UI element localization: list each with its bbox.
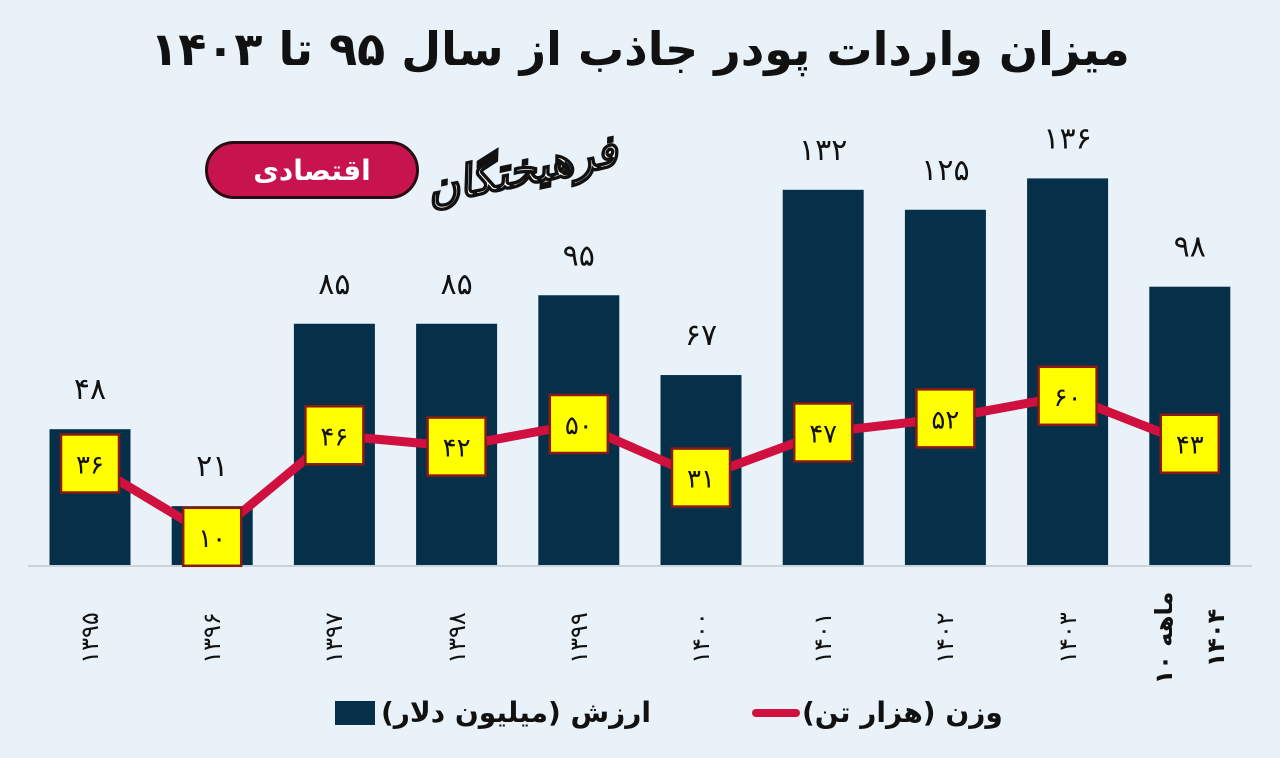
weight-value-label: ۶۰	[1054, 383, 1082, 413]
weight-marker	[915, 388, 976, 449]
x-axis-label: ۱۴۰۲	[931, 612, 960, 664]
legend-label-value: ارزش (میلیون دلار)	[381, 696, 651, 729]
weight-markers: ۳۶ ۱۰ ۴۶ ۴۲ ۵۰ ۳۱ ۴۷ ۵۲ ۶۰ ۴۳	[59, 365, 1221, 568]
bar	[782, 189, 864, 567]
bar-value-label: ۸۵	[318, 267, 350, 302]
weight-value-label: ۴۷	[809, 419, 837, 449]
bar-value-label: ۹۸	[1174, 230, 1206, 265]
x-axis-label: ۱۳۹۹	[564, 612, 593, 664]
bar-value-label: ۲۱	[196, 449, 228, 484]
x-axis-label: ۱۳۹۷	[320, 612, 349, 664]
weight-value-label: ۱۰	[198, 524, 226, 554]
bar-value-label: ۴۸	[74, 372, 106, 407]
weight-marker	[1037, 365, 1098, 427]
legend-label-weight: وزن (هزار تن)	[802, 696, 1003, 729]
x-axis-label: ۱۳۹۶	[198, 612, 227, 664]
weight-marker	[426, 416, 487, 477]
weight-value-label: ۴۶	[320, 422, 348, 452]
brand-header: اقتصادی فرهیختگان	[205, 124, 623, 216]
bar-value-label: ۱۳۲	[799, 133, 847, 168]
weight-line	[85, 391, 1195, 542]
chart-title: میزان واردات پودر جاذب از سال ۹۵ تا ۱۴۰۳	[150, 22, 1130, 76]
weight-marker	[1159, 413, 1221, 474]
bar	[904, 209, 986, 566]
bar-value-label: ۶۷	[685, 318, 717, 353]
x-axis-label: ۱۳۹۸	[442, 612, 471, 664]
section-pill: اقتصادی	[205, 141, 419, 199]
legend: ارزش (میلیون دلار) وزن (هزار تن)	[0, 696, 1280, 736]
weight-marker	[670, 447, 732, 508]
chart-plot: ۴۸ ۲۱ ۸۵ ۸۵ ۹۵ ۶۷ ۱۳۲ ۱۲۵ ۱۳۶ ۹۸ ۳۶ ۱۰ ۴۶ ۴۲ ۵۰ ۳۱ ۴۷ ۵۲…	[28, 121, 1252, 568]
x-axis-label: ۱۴۰۰	[687, 612, 715, 664]
bar-value-label: ۱۲۵	[921, 153, 969, 188]
weight-value-label: ۵۰	[565, 411, 593, 441]
weight-marker	[548, 393, 610, 455]
bar-value-label: ۹۵	[563, 238, 595, 273]
x-axis-label: ۱۴۰۱	[809, 612, 838, 664]
weight-value-label: ۴۳	[1176, 431, 1204, 461]
bar-value-labels: ۴۸ ۲۱ ۸۵ ۸۵ ۹۵ ۶۷ ۱۳۲ ۱۲۵ ۱۳۶ ۹۸	[74, 121, 1206, 484]
x-axis-label: ۱۳۹۵	[76, 612, 104, 664]
weight-marker	[792, 402, 854, 463]
bar-value-label: ۸۵	[440, 267, 472, 302]
weight-value-label: ۳۱	[687, 465, 715, 495]
x-axis-label: ۱۰ ماهه ۱۴۰۴	[1149, 591, 1230, 685]
weight-value-label: ۵۲	[931, 405, 959, 435]
line-swatch-icon	[752, 708, 800, 717]
weight-marker	[304, 405, 365, 466]
x-axis-label: ۱۴۰۳	[1053, 612, 1082, 664]
bar-value-label: ۱۳۶	[1043, 121, 1091, 156]
weight-marker	[59, 433, 121, 494]
weight-value-label: ۴۲	[443, 434, 471, 464]
weight-value-label: ۳۶	[76, 450, 104, 480]
weight-marker	[181, 506, 243, 568]
bar-swatch-icon	[335, 700, 375, 725]
legend-item-value: ارزش (میلیون دلار)	[335, 696, 651, 729]
legend-item-weight: وزن (هزار تن)	[752, 696, 1003, 729]
